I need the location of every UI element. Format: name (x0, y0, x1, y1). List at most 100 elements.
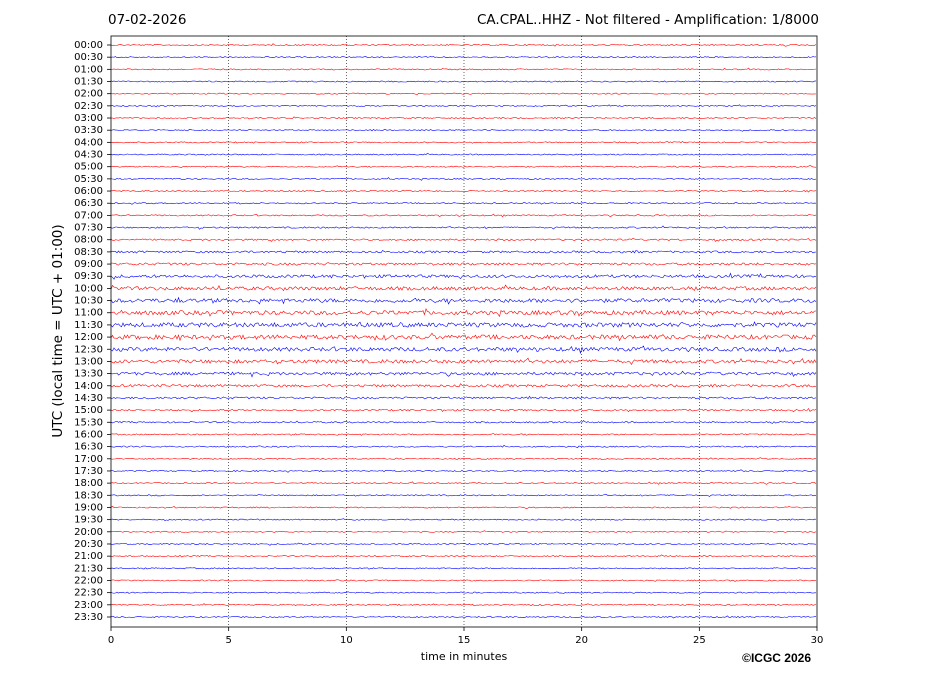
trace (111, 250, 816, 253)
y-tick-label: 20:30 (74, 539, 103, 550)
y-tick-label: 17:00 (74, 454, 103, 465)
y-tick-label: 10:00 (74, 283, 103, 294)
trace (111, 494, 816, 496)
trace (111, 384, 816, 387)
trace (111, 506, 816, 508)
trace (111, 178, 816, 181)
trace (111, 531, 816, 533)
y-tick-label: 08:00 (74, 235, 103, 246)
trace (111, 519, 816, 521)
trace (111, 445, 816, 447)
x-tick-label: 0 (108, 635, 114, 646)
y-tick-label: 14:00 (74, 381, 103, 392)
trace (111, 371, 816, 377)
y-tick-label: 13:00 (74, 356, 103, 367)
trace (111, 141, 816, 143)
y-tick-label: 07:00 (74, 210, 103, 221)
trace (111, 56, 816, 58)
y-tick-label: 17:30 (74, 466, 103, 477)
trace (111, 298, 816, 304)
trace (111, 616, 816, 618)
x-tick-label: 10 (340, 635, 353, 646)
y-tick-label: 18:30 (74, 490, 103, 501)
y-tick-label: 15:30 (74, 417, 103, 428)
trace (111, 421, 816, 424)
y-tick-label: 01:00 (74, 64, 103, 75)
y-tick-label: 03:30 (74, 125, 103, 136)
trace (111, 117, 816, 119)
x-tick-label: 25 (693, 635, 706, 646)
trace (111, 470, 816, 473)
y-tick-label: 05:00 (74, 162, 103, 173)
trace (111, 263, 816, 266)
y-tick-label: 00:30 (74, 52, 103, 63)
trace (111, 93, 816, 95)
trace (111, 214, 816, 217)
trace (111, 482, 816, 485)
y-tick-label: 22:30 (74, 588, 103, 599)
trace (111, 105, 816, 107)
trace (111, 396, 816, 399)
y-tick-label: 04:00 (74, 137, 103, 148)
trace (111, 346, 816, 353)
y-tick-label: 08:30 (74, 247, 103, 258)
trace (111, 285, 816, 291)
trace (111, 309, 816, 317)
trace (111, 433, 816, 435)
y-tick-label: 19:00 (74, 502, 103, 513)
y-tick-label: 16:30 (74, 442, 103, 453)
trace (111, 580, 816, 582)
y-tick-label: 21:30 (74, 563, 103, 574)
y-tick-label: 12:00 (74, 332, 103, 343)
trace (111, 226, 816, 229)
y-tick-label: 18:00 (74, 478, 103, 489)
y-tick-label: 10:30 (74, 296, 103, 307)
chart: 07-02-2026 CA.CPAL..HHZ - Not filtered -… (0, 0, 927, 696)
y-tick-label: 12:30 (74, 344, 103, 355)
trace (111, 44, 816, 47)
y-tick-label: 19:30 (74, 515, 103, 526)
plot-frame (111, 36, 817, 627)
trace (111, 555, 816, 557)
x-tick-label: 15 (458, 635, 471, 646)
chart-title: CA.CPAL..HHZ - Not filtered - Amplificat… (477, 12, 819, 28)
x-axis-label: time in minutes (421, 650, 508, 663)
trace (111, 273, 816, 279)
y-tick-label: 09:30 (74, 271, 103, 282)
y-tick-label: 09:00 (74, 259, 103, 270)
trace (111, 333, 816, 340)
y-tick-label: 11:00 (74, 308, 103, 319)
y-tick-label: 00:00 (74, 40, 103, 51)
trace (111, 202, 816, 204)
trace (111, 568, 816, 570)
trace (111, 604, 816, 606)
y-tick-label: 14:30 (74, 393, 103, 404)
y-tick-label: 06:00 (74, 186, 103, 197)
y-tick-label: 07:30 (74, 223, 103, 234)
trace (111, 129, 816, 131)
trace (111, 190, 816, 192)
trace (111, 153, 816, 155)
y-tick-label: 06:30 (74, 198, 103, 209)
credit: ©ICGC 2026 (742, 651, 811, 665)
trace (111, 238, 816, 241)
y-tick-label: 23:30 (74, 612, 103, 623)
trace (111, 358, 816, 364)
y-tick-label: 13:30 (74, 369, 103, 380)
trace (111, 166, 816, 168)
y-tick-label: 22:00 (74, 575, 103, 586)
y-tick-label: 02:30 (74, 101, 103, 112)
y-tick-label: 03:00 (74, 113, 103, 124)
y-axis-label: UTC (local time = UTC + 01:00) (50, 224, 66, 437)
y-tick-label: 11:30 (74, 320, 103, 331)
y-tick-label: 23:00 (74, 600, 103, 611)
trace (111, 458, 816, 460)
y-tick-label: 16:00 (74, 429, 103, 440)
y-tick-label: 02:00 (74, 89, 103, 100)
y-tick-label: 04:30 (74, 150, 103, 161)
y-tick-label: 21:00 (74, 551, 103, 562)
x-tick-label: 30 (811, 635, 824, 646)
trace (111, 81, 816, 83)
y-tick-label: 01:30 (74, 77, 103, 88)
trace (111, 322, 816, 327)
